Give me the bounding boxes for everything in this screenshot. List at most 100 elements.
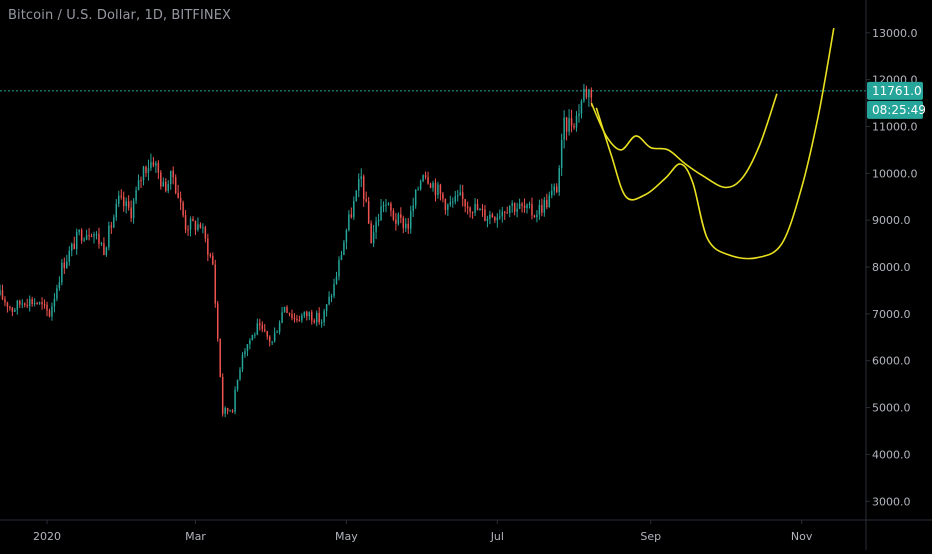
- candle-body: [266, 330, 268, 337]
- candle: [259, 318, 261, 331]
- candle: [100, 241, 103, 247]
- candle-body: [251, 334, 254, 341]
- candle: [147, 159, 150, 181]
- candle-body: [244, 350, 246, 355]
- candle: [93, 231, 95, 244]
- candle: [127, 195, 130, 211]
- candle: [160, 170, 162, 190]
- candle: [536, 210, 538, 223]
- candle-body: [444, 198, 447, 211]
- candle-body: [209, 254, 212, 256]
- candle-body: [142, 166, 145, 181]
- candle: [204, 225, 207, 243]
- candle: [273, 327, 276, 343]
- candle: [130, 200, 132, 223]
- candle: [189, 216, 192, 237]
- candle: [461, 184, 464, 207]
- candle-body: [385, 204, 387, 206]
- candle: [51, 302, 53, 321]
- candle: [266, 330, 268, 340]
- candle-body: [68, 250, 71, 262]
- candle: [360, 168, 362, 188]
- candle: [73, 236, 75, 250]
- candle-body: [1, 290, 4, 300]
- candle-body: [234, 389, 236, 412]
- candle-body: [311, 312, 313, 321]
- drawing-inner-projection[interactable]: [590, 93, 778, 189]
- candle: [88, 228, 90, 241]
- y-tick-label: 8000.0: [872, 261, 911, 274]
- candle-body: [118, 195, 120, 204]
- candle-body: [353, 201, 355, 218]
- candle: [417, 186, 419, 191]
- candle: [395, 213, 397, 231]
- candle: [560, 133, 563, 176]
- candle-body: [491, 214, 494, 218]
- candle-body: [187, 229, 189, 231]
- candle-body: [367, 201, 370, 224]
- candle: [469, 206, 471, 218]
- candle: [108, 221, 110, 251]
- candle-body: [239, 369, 241, 380]
- candle-body: [481, 208, 484, 210]
- candle-body: [474, 203, 476, 213]
- candle: [174, 174, 177, 195]
- candle-body: [464, 199, 466, 207]
- candle-body: [184, 215, 187, 230]
- candle: [575, 111, 578, 132]
- candle-body: [150, 162, 152, 169]
- candle: [229, 409, 231, 412]
- candle: [145, 165, 147, 177]
- candle: [328, 291, 330, 306]
- candle: [234, 386, 236, 415]
- candle: [353, 196, 355, 220]
- y-tick-label: 4000.0: [872, 448, 911, 461]
- candle-body: [323, 311, 325, 323]
- candle: [110, 221, 113, 234]
- candle: [573, 123, 575, 130]
- candle: [194, 220, 197, 236]
- candle-body: [182, 202, 184, 216]
- candle: [513, 202, 516, 216]
- candle: [516, 202, 518, 218]
- candle-body: [172, 170, 174, 178]
- candle: [308, 311, 311, 321]
- candle-body: [461, 192, 464, 200]
- candle: [41, 297, 43, 310]
- y-tick-label: 5000.0: [872, 402, 911, 415]
- candle-body: [439, 184, 442, 194]
- drawing-outer-projection[interactable]: [595, 27, 835, 260]
- candle-body: [328, 296, 330, 305]
- candle: [311, 309, 313, 325]
- candle-body: [454, 196, 457, 202]
- candle-body: [23, 303, 26, 305]
- candle: [437, 181, 439, 199]
- candle: [580, 99, 583, 119]
- candle: [283, 306, 286, 313]
- candle-body: [199, 224, 202, 228]
- candle-body: [375, 221, 377, 233]
- candle: [187, 225, 189, 236]
- candle: [563, 110, 565, 149]
- candle: [56, 284, 58, 302]
- candle: [330, 293, 333, 303]
- candle: [338, 256, 340, 281]
- candle-body: [578, 113, 580, 116]
- candle-body: [63, 262, 66, 269]
- candle-body: [370, 223, 372, 244]
- candle-body: [160, 172, 162, 187]
- candle-body: [152, 162, 155, 166]
- symbol-title[interactable]: Bitcoin / U.S. Dollar, 1D, BITFINEX: [8, 8, 232, 23]
- candle: [427, 171, 429, 185]
- candle: [224, 406, 226, 418]
- candle: [172, 166, 174, 185]
- candle: [113, 214, 115, 228]
- candle: [165, 178, 167, 193]
- candle-body: [313, 320, 315, 323]
- candle-body: [573, 125, 575, 128]
- candle-body: [508, 205, 511, 213]
- candle: [400, 207, 402, 224]
- drawings-layer[interactable]: [590, 27, 835, 260]
